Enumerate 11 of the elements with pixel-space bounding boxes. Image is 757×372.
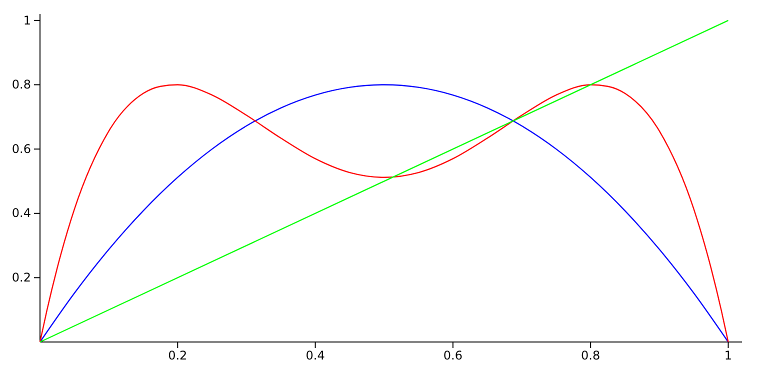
x-tick-label: 0.8	[581, 348, 600, 363]
x-tick-label: 0.2	[168, 348, 188, 363]
y-tick-label: 0.2	[12, 270, 31, 285]
y-tick-label: 0.6	[12, 142, 31, 156]
line-series	[39, 84, 729, 343]
x-tick-label: 0.6	[443, 348, 462, 363]
x-tick-label: 0.4	[306, 348, 325, 363]
y-tick-label: 1	[23, 13, 31, 28]
y-tick-label: 0.8	[12, 78, 31, 92]
y-tick-label: 0.4	[12, 206, 31, 220]
x-tick-label: 1	[724, 348, 732, 363]
